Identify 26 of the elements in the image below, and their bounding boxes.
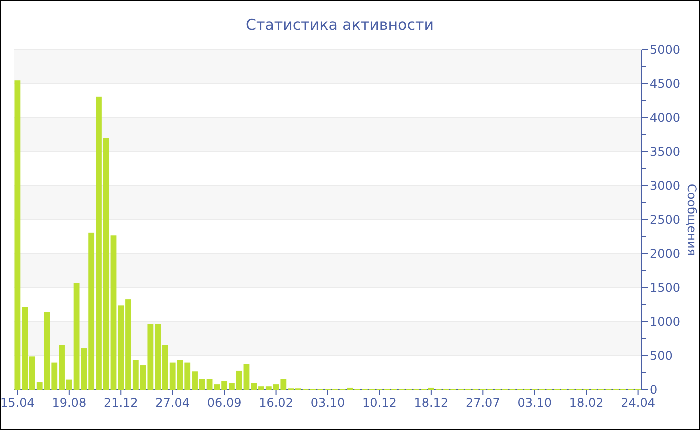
x-tick-label: 03.10 (518, 396, 552, 410)
x-tick-label: 21.12 (104, 396, 138, 410)
y-tick-label: 5000 (650, 43, 681, 57)
x-tick-label: 16.02 (259, 396, 294, 410)
x-tick-label: 03.10 (310, 396, 346, 410)
x-tick-label: 18.02 (569, 396, 604, 410)
y-tick-label: 1000 (650, 315, 681, 329)
y-tick-label: 3500 (650, 145, 681, 159)
x-tick-label: 27.07 (466, 396, 500, 410)
x-tick-label: 24.04 (621, 396, 656, 410)
y-tick-label: 2000 (650, 247, 681, 261)
x-tick-label: 15.04 (0, 396, 35, 410)
y-tick-label: 3000 (650, 179, 681, 193)
y-tick-label: 2500 (650, 213, 681, 227)
y-axis-title: Сообщения (685, 184, 699, 256)
x-tick-label: 06.09 (207, 396, 242, 410)
x-tick-label: 19.08 (52, 396, 87, 410)
x-tick-label: 18.12 (414, 396, 449, 410)
y-tick-label: 1500 (650, 281, 681, 295)
y-tick-label: 4500 (650, 77, 681, 91)
y-tick-label: 4000 (650, 111, 681, 125)
y-tick-label: 500 (650, 349, 673, 363)
y-tick-label: 0 (650, 383, 658, 397)
x-tick-label: 27.04 (156, 396, 190, 410)
x-tick-label: 10.12 (362, 396, 397, 410)
chart-title: Статистика активности (246, 16, 434, 34)
